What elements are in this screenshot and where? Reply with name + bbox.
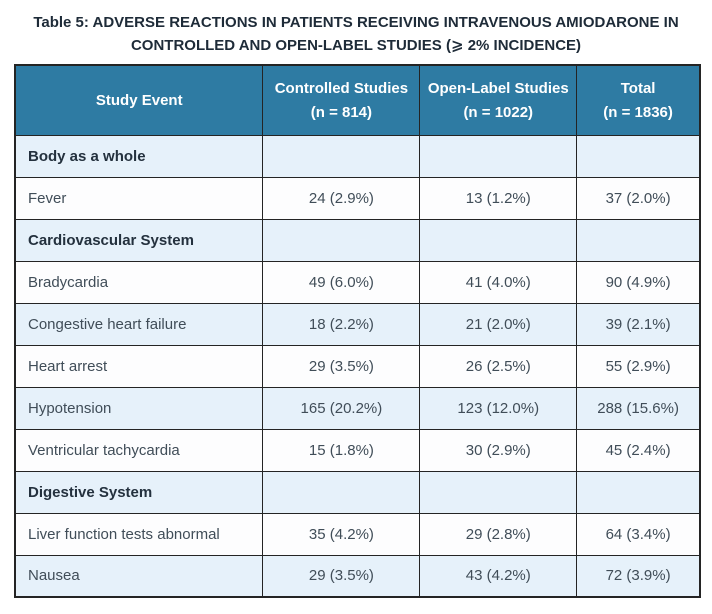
table-caption-line1: Table 5: ADVERSE REACTIONS IN PATIENTS R… — [33, 14, 679, 31]
section-label: Body as a whole — [14, 134, 264, 178]
table-row-hypotension: Hypotension 165 (20.2%) 123 (12.0%) 288 … — [14, 386, 701, 430]
table-header: Study Event Controlled Studies (n = 814)… — [14, 64, 701, 136]
total-value: 64 (3.4%) — [576, 512, 701, 556]
header-label: Open-Label Studies — [427, 79, 569, 97]
empty-cell — [262, 218, 421, 262]
header-row: Study Event Controlled Studies (n = 814)… — [14, 64, 701, 136]
section-label: Cardiovascular System — [14, 218, 264, 262]
open-label-value: 30 (2.9%) — [419, 428, 578, 472]
controlled-value: 18 (2.2%) — [262, 302, 421, 346]
empty-cell — [419, 218, 578, 262]
event-label: Liver function tests abnormal — [14, 512, 264, 556]
header-sublabel: (n = 814) — [310, 103, 373, 121]
event-label: Fever — [14, 176, 264, 220]
controlled-value: 29 (3.5%) — [262, 554, 421, 598]
controlled-value: 24 (2.9%) — [262, 176, 421, 220]
header-label: Study Event — [95, 91, 183, 109]
total-value: 90 (4.9%) — [576, 260, 701, 304]
table-caption-line2: CONTROLLED AND OPEN-LABEL STUDIES (⩾ 2% … — [130, 37, 582, 54]
header-sublabel: (n = 1836) — [603, 103, 673, 121]
header-label: Controlled Studies — [274, 79, 409, 97]
open-label-value: 29 (2.8%) — [419, 512, 578, 556]
table-row-fever: Fever 24 (2.9%) 13 (1.2%) 37 (2.0%) — [14, 176, 701, 220]
header-cell-total: Total (n = 1836) — [576, 64, 701, 136]
open-label-value: 21 (2.0%) — [419, 302, 578, 346]
controlled-value: 15 (1.8%) — [262, 428, 421, 472]
event-label: Congestive heart failure — [14, 302, 264, 346]
event-label: Bradycardia — [14, 260, 264, 304]
open-label-value: 43 (4.2%) — [419, 554, 578, 598]
event-label: Hypotension — [14, 386, 264, 430]
section-label: Digestive System — [14, 470, 264, 514]
open-label-value: 123 (12.0%) — [419, 386, 578, 430]
empty-cell — [262, 134, 421, 178]
controlled-value: 29 (3.5%) — [262, 344, 421, 388]
table-row-congestive-heart-failure: Congestive heart failure 18 (2.2%) 21 (2… — [14, 302, 701, 346]
table-row-bradycardia: Bradycardia 49 (6.0%) 41 (4.0%) 90 (4.9%… — [14, 260, 701, 304]
open-label-value: 26 (2.5%) — [419, 344, 578, 388]
controlled-value: 35 (4.2%) — [262, 512, 421, 556]
header-cell-study-event: Study Event — [14, 64, 264, 136]
empty-cell — [576, 470, 701, 514]
total-value: 45 (2.4%) — [576, 428, 701, 472]
total-value: 288 (15.6%) — [576, 386, 701, 430]
open-label-value: 13 (1.2%) — [419, 176, 578, 220]
section-row-cardiovascular-system: Cardiovascular System — [14, 218, 701, 262]
open-label-value: 41 (4.0%) — [419, 260, 578, 304]
table-caption: Table 5: ADVERSE REACTIONS IN PATIENTS R… — [0, 0, 712, 57]
table-row-ventricular-tachycardia: Ventricular tachycardia 15 (1.8%) 30 (2.… — [14, 428, 701, 472]
empty-cell — [419, 134, 578, 178]
header-label: Total — [620, 79, 656, 97]
controlled-value: 49 (6.0%) — [262, 260, 421, 304]
table-row-nausea: Nausea 29 (3.5%) 43 (4.2%) 72 (3.9%) — [14, 554, 701, 598]
empty-cell — [576, 218, 701, 262]
total-value: 37 (2.0%) — [576, 176, 701, 220]
header-cell-open-label-studies: Open-Label Studies (n = 1022) — [419, 64, 578, 136]
section-row-body-as-a-whole: Body as a whole — [14, 134, 701, 178]
empty-cell — [262, 470, 421, 514]
total-value: 39 (2.1%) — [576, 302, 701, 346]
table-row-liver-function-tests-abnormal: Liver function tests abnormal 35 (4.2%) … — [14, 512, 701, 556]
event-label: Heart arrest — [14, 344, 264, 388]
table-row-heart-arrest: Heart arrest 29 (3.5%) 26 (2.5%) 55 (2.9… — [14, 344, 701, 388]
empty-cell — [419, 470, 578, 514]
header-cell-controlled-studies: Controlled Studies (n = 814) — [262, 64, 421, 136]
section-row-digestive-system: Digestive System — [14, 470, 701, 514]
event-label: Ventricular tachycardia — [14, 428, 264, 472]
total-value: 55 (2.9%) — [576, 344, 701, 388]
table-body: Body as a whole Fever 24 (2.9%) 13 (1.2%… — [14, 134, 701, 598]
adverse-reactions-table: Study Event Controlled Studies (n = 814)… — [14, 64, 701, 598]
header-sublabel: (n = 1022) — [463, 103, 534, 121]
event-label: Nausea — [14, 554, 264, 598]
empty-cell — [576, 134, 701, 178]
controlled-value: 165 (20.2%) — [262, 386, 421, 430]
total-value: 72 (3.9%) — [576, 554, 701, 598]
